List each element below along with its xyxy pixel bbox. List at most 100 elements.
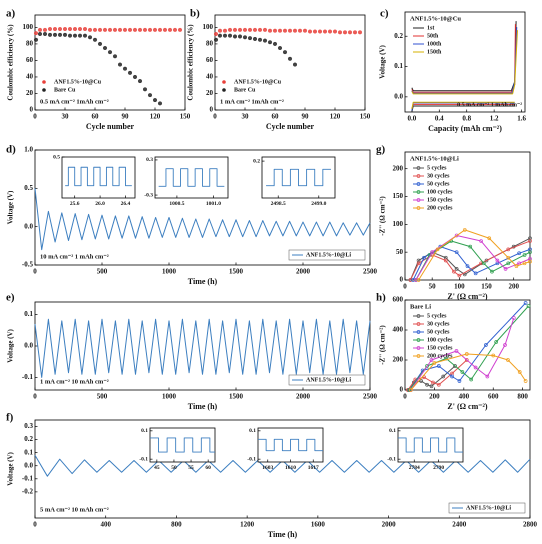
y-tick-label: 0.1 <box>24 448 33 456</box>
data-point <box>523 379 528 383</box>
y-tick-label: 20 <box>206 89 214 97</box>
annotation: 10 mA cm⁻² 1 mAh cm⁻² <box>40 253 109 260</box>
y-tick-label: 600 <box>393 296 404 304</box>
data-point <box>58 27 63 32</box>
plot-frame <box>404 299 531 391</box>
data-point <box>67 27 72 32</box>
legend-label: 50 cycles <box>427 181 450 187</box>
inset-frame <box>149 427 216 463</box>
legend-symbol <box>222 88 226 92</box>
y-tick-label: 100 <box>23 23 34 31</box>
data-point <box>358 30 363 35</box>
x-tick-label: 0 <box>213 113 217 121</box>
x-tick-label: 1000 <box>162 268 177 276</box>
legend-symbol <box>416 338 421 342</box>
data-point <box>63 32 68 37</box>
data-point <box>48 32 53 37</box>
data-point <box>92 27 97 32</box>
y-tick-label: 0.0 <box>24 222 33 230</box>
data-point <box>38 32 43 37</box>
x-axis-label: Cycle number <box>86 122 135 131</box>
data-point <box>58 32 63 37</box>
data-point <box>247 36 252 41</box>
x-tick-label: 0.8 <box>462 115 471 123</box>
x-tick-label: 400 <box>100 521 111 529</box>
data-point <box>87 35 92 40</box>
data-point <box>107 27 112 32</box>
y-tick-label: 0.1 <box>24 310 33 318</box>
data-point <box>152 98 157 103</box>
legend-label: ANF1.5%-10@Li <box>306 377 351 383</box>
x-tick-label: 2800 <box>523 521 538 529</box>
legend-label: Bare Cu <box>234 87 256 93</box>
x-tick-label: 45 <box>154 465 160 471</box>
y-tick-label: 80 <box>26 40 34 48</box>
panel-label: d) <box>6 144 16 156</box>
data-point <box>522 253 527 257</box>
y-tick-label: 100 <box>203 23 214 31</box>
data-point <box>142 27 147 32</box>
data-point <box>72 27 77 32</box>
data-point <box>338 30 343 35</box>
data-point <box>77 33 82 38</box>
data-point <box>517 370 522 374</box>
data-point <box>503 267 508 271</box>
y-tick-label: -0.1 <box>247 456 256 462</box>
y-tick-label: 0.3 <box>146 157 153 163</box>
data-point <box>528 259 532 264</box>
panel-label: h) <box>376 292 386 304</box>
x-tick-label: 1610 <box>285 465 296 471</box>
x-tick-label: 200 <box>429 393 440 401</box>
x-tick-label: 30 <box>242 113 250 121</box>
x-tick-label: 2000 <box>296 393 311 401</box>
data-point <box>308 29 313 34</box>
data-point <box>464 358 469 362</box>
data-point <box>53 32 58 37</box>
legend-label: 50th <box>427 33 439 39</box>
data-line <box>266 168 331 187</box>
data-point <box>416 261 421 266</box>
y-tick-label: 100 <box>393 220 404 228</box>
data-point <box>523 301 528 305</box>
y-axis-label: -Z'' (Ω cm⁻²) <box>379 325 387 365</box>
data-point <box>217 28 222 33</box>
data-point <box>288 28 293 33</box>
data-point <box>112 27 117 32</box>
y-tick-label: 0.0 <box>394 92 403 100</box>
y-tick-label: 80 <box>206 40 214 48</box>
data-point <box>157 101 162 106</box>
data-point <box>473 365 478 370</box>
x-tick-label: 1000.5 <box>169 201 184 207</box>
data-line <box>407 359 468 391</box>
data-line <box>34 318 371 378</box>
y-axis-label: Voltage (V) <box>7 451 15 485</box>
data-point <box>462 228 467 232</box>
data-point <box>122 66 127 71</box>
data-point <box>117 27 122 32</box>
data-point <box>416 278 421 282</box>
data-point <box>318 29 323 34</box>
annotation: 1 mA cm⁻² 1mAh cm⁻² <box>220 98 284 105</box>
panel-label: b) <box>190 8 200 20</box>
plot-title: ANF1.5%-10@Li <box>410 155 459 162</box>
x-tick-label: 500 <box>97 268 108 276</box>
annotation: 5 mA cm⁻² 10 mAh cm⁻² <box>40 506 109 513</box>
x-tick-label: 60 <box>272 113 280 121</box>
legend-label: 50 cycles <box>427 329 450 335</box>
data-point <box>127 27 132 32</box>
y-tick-label: 0.1 <box>249 428 256 434</box>
data-point <box>528 250 532 255</box>
data-point <box>122 27 127 32</box>
data-line <box>150 437 215 453</box>
data-point <box>494 340 499 344</box>
data-point <box>252 36 257 41</box>
legend-box <box>288 249 366 261</box>
data-point <box>460 370 465 374</box>
data-point <box>298 28 303 33</box>
data-point <box>137 27 142 32</box>
data-point <box>97 27 102 32</box>
annotation: 0.5 mA cm⁻² 1 mAh cm⁻² <box>457 102 522 108</box>
legend-label: 200 cycles <box>427 353 453 359</box>
x-axis-label: Time (h) <box>268 530 298 539</box>
